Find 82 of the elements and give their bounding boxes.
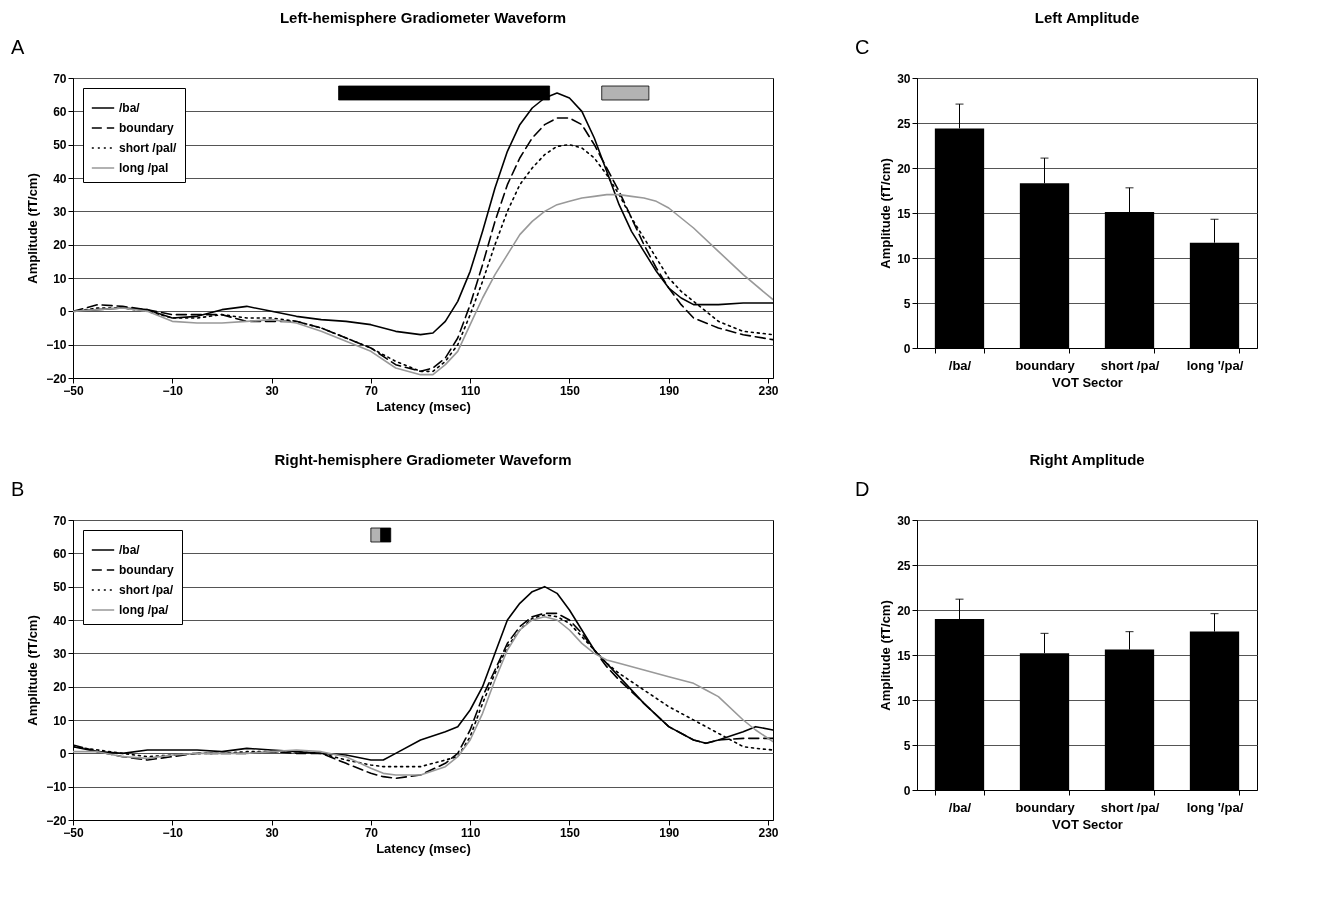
y-tick-label: 60 [53, 546, 67, 561]
x-tick-label: boundary [1015, 799, 1076, 815]
y-tick-label: 20 [53, 680, 67, 695]
x-tick-label: /ba/ [948, 799, 972, 815]
y-tick-label: 5 [903, 296, 911, 311]
y-tick-label: 50 [53, 580, 67, 595]
y-tick-label: 50 [53, 138, 67, 153]
y-axis-title: Amplitude (fT/cm) [878, 600, 894, 711]
text: C [855, 36, 870, 58]
y-tick-label: 15 [897, 206, 911, 221]
legend-label: boundary [119, 563, 174, 577]
text: A [11, 36, 25, 58]
y-tick-label: 30 [53, 646, 67, 661]
x-tick-label: −50 [63, 383, 84, 398]
y-tick-label: 30 [53, 204, 67, 219]
x-axis-title: VOT Sector [1052, 374, 1123, 390]
y-tick-label: 0 [903, 341, 911, 356]
legend-label: long /pal [119, 161, 169, 175]
y-tick-label: 30 [897, 71, 911, 86]
legend-label: /ba/ [119, 101, 141, 115]
x-tick-label: −10 [162, 383, 184, 398]
x-tick-label: 110 [460, 825, 481, 840]
chart-title: Left-hemisphere Gradiometer Waveform [279, 9, 567, 26]
x-tick-label: 70 [364, 383, 379, 398]
y-tick-label: 0 [59, 746, 67, 761]
legend-label: /ba/ [119, 543, 141, 557]
y-tick-label: 30 [897, 513, 911, 528]
y-tick-label: 40 [53, 613, 67, 628]
y-tick-label: 20 [897, 161, 911, 176]
legend-label: long /pa/ [119, 603, 169, 617]
text: B [11, 478, 25, 500]
x-tick-label: 150 [559, 383, 581, 398]
y-tick-label: −10 [46, 780, 67, 795]
text: D [855, 478, 870, 500]
y-tick-label: 20 [897, 603, 911, 618]
legend-label: boundary [119, 121, 174, 135]
legend-label: short /pa/ [119, 583, 174, 597]
y-tick-label: 10 [897, 251, 911, 266]
x-tick-label: −50 [63, 825, 84, 840]
x-tick-label: 190 [659, 825, 680, 840]
y-tick-label: 10 [53, 713, 67, 728]
y-tick-label: 60 [53, 104, 67, 119]
y-tick-label: 5 [903, 738, 911, 753]
x-tick-label: 70 [364, 825, 379, 840]
x-axis-title: VOT Sector [1052, 816, 1123, 832]
chart-title: Right-hemisphere Gradiometer Waveform [274, 451, 572, 468]
x-tick-label: 110 [460, 383, 481, 398]
y-axis-title: Amplitude (fT/cm) [25, 615, 41, 726]
y-tick-label: 15 [897, 648, 911, 663]
legend-label: short /pal/ [119, 141, 178, 155]
x-tick-label: 30 [265, 383, 280, 398]
y-tick-label: 10 [897, 693, 911, 708]
x-tick-label: 190 [659, 383, 680, 398]
y-tick-label: 40 [53, 171, 67, 186]
y-axis-title: Amplitude (fT/cm) [25, 173, 41, 284]
y-tick-label: 25 [897, 116, 911, 131]
x-tick-label: −10 [162, 825, 184, 840]
x-tick-label: 150 [559, 825, 581, 840]
y-tick-label: −20 [46, 813, 67, 828]
x-tick-label: /ba/ [948, 357, 972, 373]
chart-title: Left Amplitude [1034, 9, 1140, 26]
x-tick-label: boundary [1015, 357, 1076, 373]
x-tick-label: short /pa/ [1100, 799, 1160, 815]
x-tick-label: short /pa/ [1100, 357, 1160, 373]
y-tick-label: 20 [53, 238, 67, 253]
x-axis-title: Latency (msec) [376, 398, 471, 414]
y-tick-label: 0 [59, 304, 67, 319]
y-tick-label: 25 [897, 558, 911, 573]
y-axis-title: Amplitude (fT/cm) [878, 158, 894, 269]
x-tick-label: 230 [758, 383, 779, 398]
chart-title: Right Amplitude [1029, 451, 1145, 468]
y-tick-label: 0 [903, 783, 911, 798]
x-tick-label: long '/pa/ [1186, 799, 1244, 815]
y-tick-label: 10 [53, 271, 67, 286]
y-tick-label: 70 [53, 513, 67, 528]
x-tick-label: long '/pa/ [1186, 357, 1244, 373]
x-tick-label: 30 [265, 825, 280, 840]
y-tick-label: 70 [53, 71, 67, 86]
x-tick-label: 230 [758, 825, 779, 840]
y-tick-label: −10 [46, 338, 67, 353]
x-axis-title: Latency (msec) [376, 840, 471, 856]
y-tick-label: −20 [46, 371, 67, 386]
